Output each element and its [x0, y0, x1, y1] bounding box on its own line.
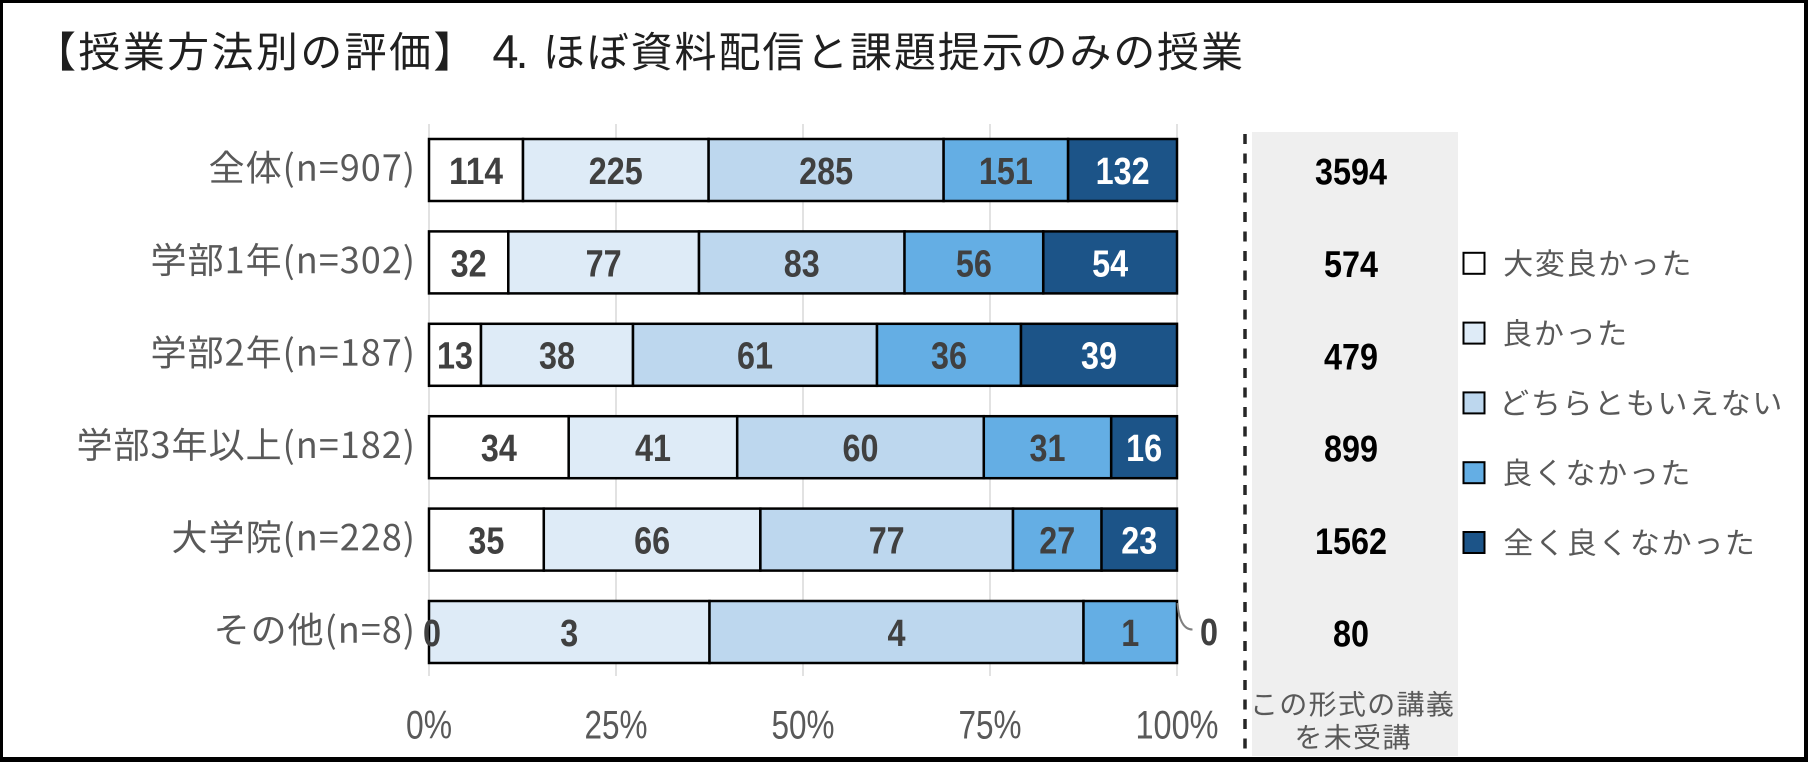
- svg-text:3594: 3594: [1315, 152, 1387, 193]
- svg-text:151: 151: [979, 151, 1033, 193]
- svg-text:77: 77: [586, 243, 622, 285]
- svg-text:4: 4: [888, 613, 906, 655]
- svg-text:38: 38: [539, 336, 575, 378]
- svg-text:66: 66: [634, 521, 670, 563]
- svg-text:285: 285: [799, 151, 853, 193]
- svg-text:225: 225: [589, 151, 643, 193]
- svg-text:75%: 75%: [959, 703, 1022, 747]
- svg-text:60: 60: [843, 428, 879, 470]
- svg-text:83: 83: [784, 243, 820, 285]
- svg-text:13: 13: [437, 336, 473, 378]
- svg-text:132: 132: [1096, 151, 1150, 193]
- svg-text:31: 31: [1030, 428, 1066, 470]
- svg-text:0: 0: [423, 613, 441, 655]
- svg-text:80: 80: [1333, 614, 1369, 655]
- svg-text:899: 899: [1324, 429, 1378, 470]
- svg-text:61: 61: [737, 336, 773, 378]
- svg-text:0: 0: [1200, 612, 1218, 654]
- svg-text:23: 23: [1121, 521, 1157, 563]
- svg-text:0%: 0%: [406, 703, 452, 747]
- svg-text:25%: 25%: [585, 703, 648, 747]
- svg-text:41: 41: [635, 428, 671, 470]
- svg-text:34: 34: [481, 428, 517, 470]
- svg-text:35: 35: [468, 521, 504, 563]
- svg-text:574: 574: [1324, 244, 1378, 285]
- svg-text:3: 3: [560, 613, 578, 655]
- svg-text:1: 1: [1121, 613, 1139, 655]
- svg-text:27: 27: [1039, 521, 1075, 563]
- svg-text:36: 36: [931, 336, 967, 378]
- svg-text:32: 32: [451, 243, 487, 285]
- svg-text:1562: 1562: [1315, 521, 1387, 562]
- svg-text:479: 479: [1324, 336, 1378, 377]
- svg-text:77: 77: [869, 521, 905, 563]
- svg-text:54: 54: [1092, 243, 1128, 285]
- svg-text:4.: 4.: [492, 25, 525, 78]
- svg-text:39: 39: [1081, 336, 1117, 378]
- svg-text:100%: 100%: [1136, 703, 1219, 747]
- svg-text:50%: 50%: [772, 703, 835, 747]
- svg-text:56: 56: [956, 243, 992, 285]
- svg-text:114: 114: [449, 151, 503, 193]
- svg-text:16: 16: [1126, 428, 1162, 470]
